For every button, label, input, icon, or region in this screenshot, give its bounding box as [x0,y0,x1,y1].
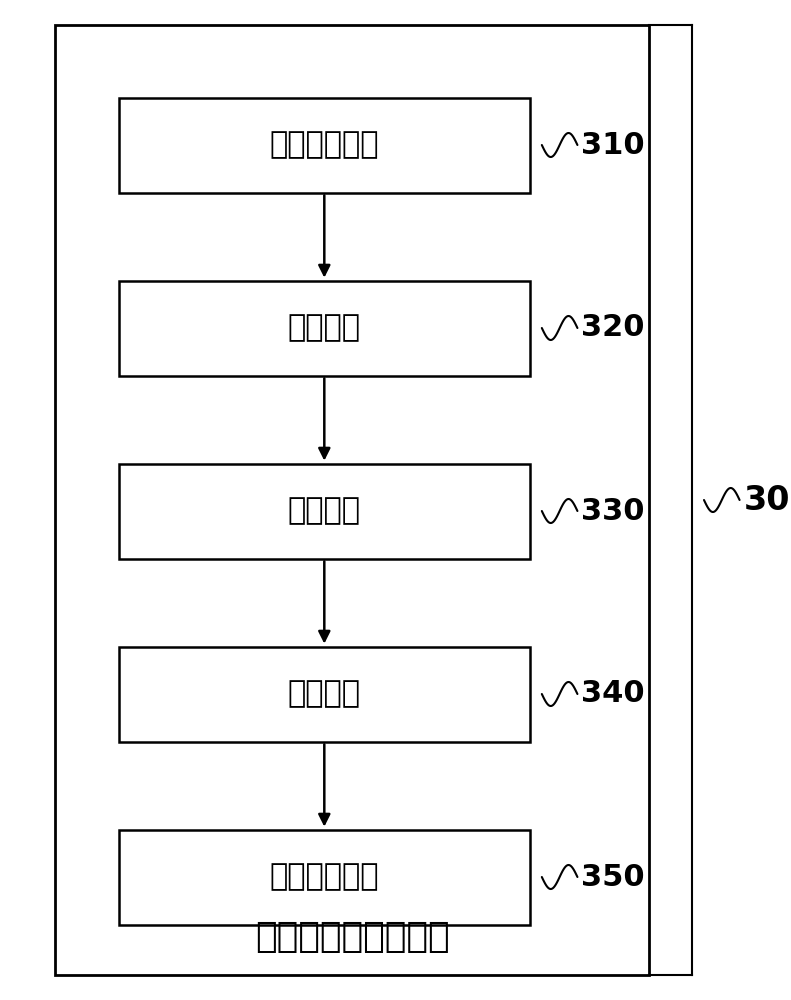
Text: 存储单元: 存储单元 [288,680,361,708]
Bar [119,647,530,742]
Bar [119,830,530,924]
Text: 300: 300 [744,484,791,516]
Bar [119,98,530,192]
Text: 第一接收单元: 第一接收单元 [270,130,379,159]
Text: 340: 340 [581,680,645,708]
Text: 350: 350 [581,862,645,892]
Bar [119,464,530,558]
Text: 图纸标注知识库模块: 图纸标注知识库模块 [255,920,449,954]
Text: 310: 310 [581,130,645,159]
Bar [55,25,649,975]
Text: 匹配单元: 匹配单元 [288,314,361,342]
Bar [119,280,530,375]
Text: 更新单元: 更新单元 [288,496,361,526]
Text: 320: 320 [581,314,645,342]
Text: 330: 330 [581,496,645,526]
Text: 第一发送单元: 第一发送单元 [270,862,379,892]
